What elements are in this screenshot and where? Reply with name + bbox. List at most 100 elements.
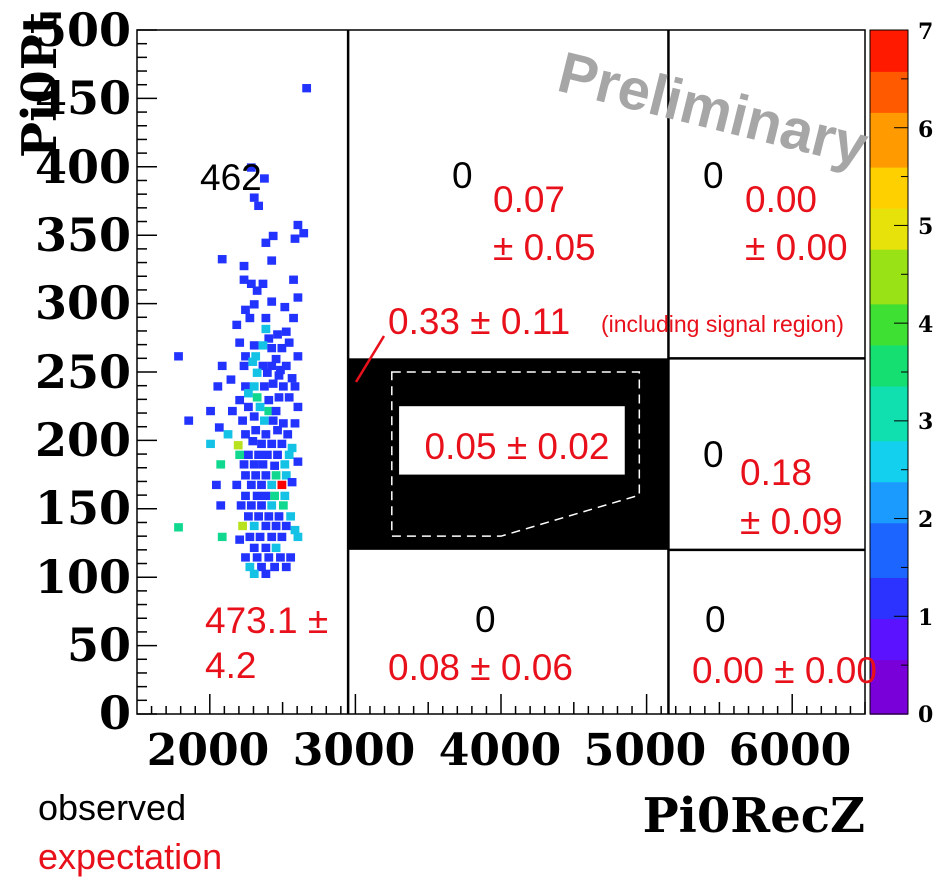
z-tick-label: 7 bbox=[918, 19, 933, 45]
heatmap-cell bbox=[257, 439, 266, 449]
heatmap-cell bbox=[251, 426, 261, 435]
color-scale-step bbox=[870, 659, 908, 674]
heatmap-cell bbox=[252, 286, 262, 295]
color-scale-step bbox=[870, 248, 908, 264]
heatmap-cell bbox=[254, 201, 263, 211]
color-scale-step bbox=[870, 440, 908, 455]
x-tick-label: 6000 bbox=[729, 725, 851, 776]
y-tick-label: 300 bbox=[35, 276, 131, 330]
heatmap-cell bbox=[238, 521, 247, 531]
signal-region-label-box bbox=[399, 406, 625, 475]
expectation-value: 473.1 ± bbox=[205, 600, 328, 641]
heatmap-cell bbox=[251, 352, 261, 361]
color-scale-step bbox=[870, 372, 908, 387]
observed-count: 0 bbox=[705, 599, 726, 640]
color-scale-step bbox=[870, 385, 908, 401]
heatmap-cell bbox=[239, 261, 249, 271]
heatmap-cell bbox=[246, 279, 256, 288]
color-scale-step bbox=[870, 549, 908, 565]
heatmap-cell bbox=[293, 402, 303, 412]
heatmap-cell bbox=[261, 238, 271, 247]
heatmap-cell bbox=[239, 361, 249, 371]
color-scale-step bbox=[870, 604, 908, 620]
x-axis-ticks bbox=[150, 694, 866, 714]
color-scale-step bbox=[870, 139, 908, 154]
heatmap-cell bbox=[277, 532, 287, 542]
expectation-value: ± 0.05 bbox=[493, 227, 596, 268]
color-scale-step bbox=[870, 700, 908, 715]
heatmap-cell bbox=[277, 480, 287, 490]
heatmap-cell bbox=[239, 275, 249, 284]
heatmap-cell bbox=[277, 343, 287, 353]
heatmap-cell bbox=[267, 256, 277, 265]
heatmap-cell bbox=[293, 532, 303, 542]
heatmap-cell bbox=[238, 416, 247, 425]
heatmap-cell bbox=[252, 368, 262, 377]
heatmap-cell bbox=[264, 406, 274, 416]
heatmap-cell bbox=[290, 382, 300, 391]
observed-count: 0 bbox=[703, 434, 724, 475]
heatmap-cell bbox=[235, 338, 245, 347]
color-scale-step bbox=[870, 207, 908, 223]
heatmap-cell bbox=[287, 478, 297, 487]
heatmap-cell bbox=[271, 471, 281, 480]
x-axis-title: Pi0RecZ bbox=[643, 788, 865, 844]
heatmap-cell bbox=[184, 416, 194, 425]
heatmap-cell bbox=[286, 553, 296, 562]
heatmap-cell bbox=[290, 234, 300, 243]
heatmap-cell bbox=[270, 491, 280, 501]
color-scale-step bbox=[870, 563, 908, 578]
heatmap-cell bbox=[241, 382, 250, 391]
heatmap-cell bbox=[276, 553, 285, 562]
heatmap-cell bbox=[290, 525, 300, 535]
z-axis-ticks bbox=[894, 29, 908, 715]
annotation-note: (including signal region) bbox=[601, 311, 844, 337]
heatmap-cell bbox=[254, 450, 263, 459]
heatmap-cell bbox=[283, 430, 293, 439]
color-scale-step bbox=[870, 426, 908, 442]
heatmap-cell bbox=[267, 297, 277, 306]
heatmap-cell bbox=[246, 163, 256, 172]
heatmap-cell bbox=[268, 416, 278, 425]
heatmap-cell bbox=[289, 275, 298, 284]
signal-region-dashed-outline bbox=[391, 371, 641, 537]
heatmap-cell bbox=[249, 341, 259, 350]
heatmap-cell bbox=[264, 395, 274, 405]
legend-expectation: expectation bbox=[38, 836, 223, 877]
color-scale-step bbox=[870, 30, 908, 45]
heatmap-cell bbox=[280, 302, 290, 312]
heatmap-cell bbox=[241, 305, 250, 314]
heatmap-cell bbox=[257, 562, 266, 572]
color-scale-step bbox=[870, 71, 908, 86]
observed-count: 462 bbox=[200, 157, 262, 198]
heatmap-cell bbox=[271, 543, 281, 553]
heatmap-cell bbox=[281, 471, 291, 480]
heatmap-cell bbox=[213, 382, 223, 391]
color-scale-step bbox=[870, 399, 908, 414]
heatmap-cell bbox=[284, 450, 294, 459]
y-tick-label: 350 bbox=[35, 208, 131, 262]
heatmap-cell bbox=[257, 501, 266, 510]
color-scale-step bbox=[870, 344, 908, 360]
heatmap-cell bbox=[281, 521, 291, 531]
heatmap-cell bbox=[286, 512, 296, 521]
heatmap-cell bbox=[267, 532, 277, 542]
z-tick-label: 5 bbox=[918, 214, 933, 240]
heatmap-cell bbox=[248, 436, 258, 446]
y-axis-title: Pi0Pt bbox=[12, 12, 68, 158]
heatmap-cell bbox=[217, 255, 227, 264]
heatmap-cell bbox=[261, 471, 271, 480]
heatmap-cell bbox=[241, 553, 250, 562]
heatmap-cell bbox=[280, 460, 290, 469]
heatmap-cell bbox=[302, 84, 312, 93]
heatmap-cell bbox=[233, 441, 243, 450]
x-tick-label: 4000 bbox=[439, 725, 561, 776]
heatmap-cell bbox=[245, 562, 255, 572]
heatmap-cell bbox=[174, 523, 183, 532]
heatmap-cell bbox=[267, 343, 277, 353]
heatmap-cell bbox=[214, 423, 224, 432]
heatmap-cell bbox=[293, 352, 303, 361]
y-tick-label: 450 bbox=[35, 71, 131, 125]
heatmap-cell bbox=[278, 501, 288, 510]
color-scale-step bbox=[870, 153, 908, 168]
